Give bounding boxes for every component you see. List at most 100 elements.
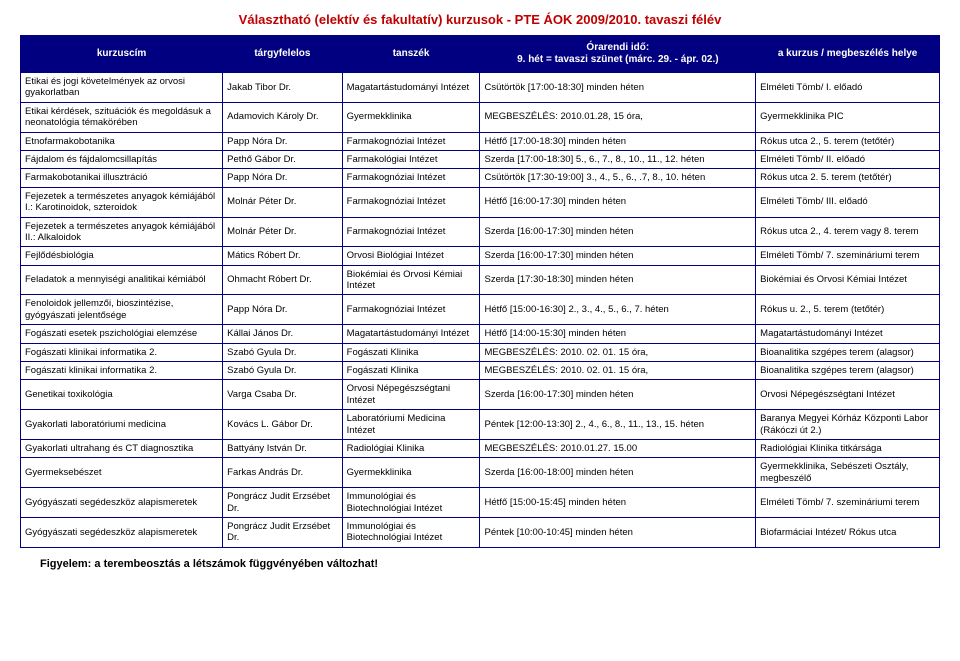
cell-time: Hétfő [14:00-15:30] minden héten [480, 325, 756, 343]
cell-location: Elméleti Tömb/ II. előadó [756, 150, 940, 168]
cell-person: Pethő Gábor Dr. [223, 150, 342, 168]
course-table: kurzuscím tárgyfelelos tanszék Órarendi … [20, 35, 940, 548]
cell-person: Adamovich Károly Dr. [223, 102, 342, 132]
table-row: Fenoloidok jellemzői, bioszintézise, gyó… [21, 295, 940, 325]
cell-time: Péntek [10:00-10:45] minden héten [480, 517, 756, 547]
cell-location: Radiológiai Klinika titkársága [756, 439, 940, 457]
cell-person: Szabó Gyula Dr. [223, 343, 342, 361]
cell-course: Genetikai toxikológia [21, 380, 223, 410]
cell-dept: Fogászati Klinika [342, 362, 480, 380]
cell-person: Pongrácz Judit Erzsébet Dr. [223, 517, 342, 547]
table-row: Etikai és jogi követelmények az orvosi g… [21, 73, 940, 103]
table-row: GyermeksebészetFarkas András Dr.Gyermekk… [21, 458, 940, 488]
cell-dept: Farmakológiai Intézet [342, 150, 480, 168]
cell-person: Papp Nóra Dr. [223, 132, 342, 150]
cell-course: Feladatok a mennyiségi analitikai kémiáb… [21, 265, 223, 295]
cell-time: MEGBESZÉLÉS: 2010. 02. 01. 15 óra, [480, 362, 756, 380]
table-row: Fejezetek a természetes anyagok kémiájáb… [21, 217, 940, 247]
table-row: Genetikai toxikológiaVarga Csaba Dr. Orvo… [21, 380, 940, 410]
cell-time: MEGBESZÉLÉS: 2010.01.28, 15 óra, [480, 102, 756, 132]
table-row: Etikai kérdések, szituációk és megoldásu… [21, 102, 940, 132]
header-course: kurzuscím [21, 36, 223, 73]
cell-time: Hétfő [16:00-17:30] minden héten [480, 187, 756, 217]
header-dept: tanszék [342, 36, 480, 73]
cell-course: Gyógyászati segédeszköz alapismeretek [21, 488, 223, 518]
cell-time: Szerda [16:00-17:30] minden héten [480, 247, 756, 265]
cell-dept: Gyermekklinika [342, 458, 480, 488]
cell-location: Elméleti Tömb/ III. előadó [756, 187, 940, 217]
footer-note: Figyelem: a terembeosztás a létszámok fü… [20, 558, 940, 570]
cell-location: Rókus utca 2. 5. terem (tetőtér) [756, 169, 940, 187]
table-row: EtnofarmakobotanikaPapp Nóra Dr.Farmakog… [21, 132, 940, 150]
cell-dept: Farmakognóziai Intézet [342, 217, 480, 247]
cell-course: Gyógyászati segédeszköz alapismeretek [21, 517, 223, 547]
cell-dept: Immunológiai és Biotechnológiai Intézet [342, 488, 480, 518]
cell-time: Hétfő [15:00-15:45] minden héten [480, 488, 756, 518]
cell-course: Gyermeksebészet [21, 458, 223, 488]
cell-location: Bioanalitika szgépes terem (alagsor) [756, 362, 940, 380]
cell-course: Fejezetek a természetes anyagok kémiájáb… [21, 187, 223, 217]
cell-location: Elméleti Tömb/ 7. szemináriumi terem [756, 488, 940, 518]
cell-course: Etnofarmakobotanika [21, 132, 223, 150]
table-row: Fogászati esetek pszichológiai elemzéseK… [21, 325, 940, 343]
cell-time: Péntek [12:00-13:30] 2., 4., 6., 8., 11.… [480, 410, 756, 440]
cell-person: Jakab Tibor Dr. [223, 73, 342, 103]
cell-location: Magatartástudományi Intézet [756, 325, 940, 343]
cell-dept: Farmakognóziai Intézet [342, 169, 480, 187]
cell-location: Rókus utca 2., 4. terem vagy 8. terem [756, 217, 940, 247]
cell-course: Gyakorlati laboratóriumi medicina [21, 410, 223, 440]
cell-location: Gyermekklinika PIC [756, 102, 940, 132]
table-row: Gyakorlati laboratóriumi medicinaKovács … [21, 410, 940, 440]
cell-person: Papp Nóra Dr. [223, 295, 342, 325]
cell-person: Pongrácz Judit Erzsébet Dr. [223, 488, 342, 518]
cell-person: Molnár Péter Dr. [223, 187, 342, 217]
table-row: Fogászati klinikai informatika 2.Szabó G… [21, 343, 940, 361]
cell-time: Szerda [16:00-17:30] minden héten [480, 217, 756, 247]
table-row: FejlődésbiológiaMátics Róbert Dr.Orvosi … [21, 247, 940, 265]
cell-time: Csütörtök [17:30-19:00] 3., 4., 5., 6., … [480, 169, 756, 187]
table-row: Feladatok a mennyiségi analitikai kémiáb… [21, 265, 940, 295]
cell-course: Farmakobotanikai illusztráció [21, 169, 223, 187]
cell-location: Elméleti Tömb/ I. előadó [756, 73, 940, 103]
cell-time: MEGBESZÉLÉS: 2010.01.27. 15.00 [480, 439, 756, 457]
cell-dept: Magatartástudományi Intézet [342, 325, 480, 343]
cell-dept: Biokémiai és Orvosi Kémiai Intézet [342, 265, 480, 295]
header-person: tárgyfelelos [223, 36, 342, 73]
table-row: Fájdalom és fájdalomcsillapításPethő Gáb… [21, 150, 940, 168]
cell-course: Etikai és jogi követelmények az orvosi g… [21, 73, 223, 103]
cell-course: Fejezetek a természetes anyagok kémiájáb… [21, 217, 223, 247]
cell-course: Etikai kérdések, szituációk és megoldásu… [21, 102, 223, 132]
cell-person: Szabó Gyula Dr. [223, 362, 342, 380]
cell-person: Molnár Péter Dr. [223, 217, 342, 247]
cell-person: Kállai János Dr. [223, 325, 342, 343]
cell-time: Hétfő [15:00-16:30] 2., 3., 4., 5., 6., … [480, 295, 756, 325]
cell-dept: Farmakognóziai Intézet [342, 295, 480, 325]
cell-person: Kovács L. Gábor Dr. [223, 410, 342, 440]
cell-person: Mátics Róbert Dr. [223, 247, 342, 265]
cell-course: Fájdalom és fájdalomcsillapítás [21, 150, 223, 168]
cell-course: Fejlődésbiológia [21, 247, 223, 265]
cell-time: Szerda [17:30-18:30] minden héten [480, 265, 756, 295]
page-title: Választható (elektív és fakultatív) kurz… [20, 12, 940, 27]
cell-time: Szerda [17:00-18:30] 5., 6., 7., 8., 10.… [480, 150, 756, 168]
cell-dept: Laboratóriumi Medicina Intézet [342, 410, 480, 440]
cell-location: Rókus utca 2., 5. terem (tetőtér) [756, 132, 940, 150]
cell-location: Biokémiai és Orvosi Kémiai Intézet [756, 265, 940, 295]
table-header-row: kurzuscím tárgyfelelos tanszék Órarendi … [21, 36, 940, 73]
cell-dept: Farmakognóziai Intézet [342, 187, 480, 217]
header-time: Órarendi idő:9. hét = tavaszi szünet (má… [480, 36, 756, 73]
cell-person: Varga Csaba Dr. [223, 380, 342, 410]
cell-location: Orvosi Népegészségtani Intézet [756, 380, 940, 410]
table-row: Fogászati klinikai informatika 2.Szabó G… [21, 362, 940, 380]
cell-time: Hétfő [17:00-18:30] minden héten [480, 132, 756, 150]
cell-dept: Gyermekklinika [342, 102, 480, 132]
cell-location: Baranya Megyei Kórház Központi Labor (Rá… [756, 410, 940, 440]
cell-location: Rókus u. 2., 5. terem (tetőtér) [756, 295, 940, 325]
table-row: Fejezetek a természetes anyagok kémiájáb… [21, 187, 940, 217]
header-location: a kurzus / megbeszélés helye [756, 36, 940, 73]
cell-time: Szerda [16:00-18:00] minden héten [480, 458, 756, 488]
cell-dept: Farmakognóziai Intézet [342, 132, 480, 150]
table-row: Farmakobotanikai illusztrációPapp Nóra D… [21, 169, 940, 187]
cell-person: Papp Nóra Dr. [223, 169, 342, 187]
cell-course: Gyakorlati ultrahang és CT diagnosztika [21, 439, 223, 457]
